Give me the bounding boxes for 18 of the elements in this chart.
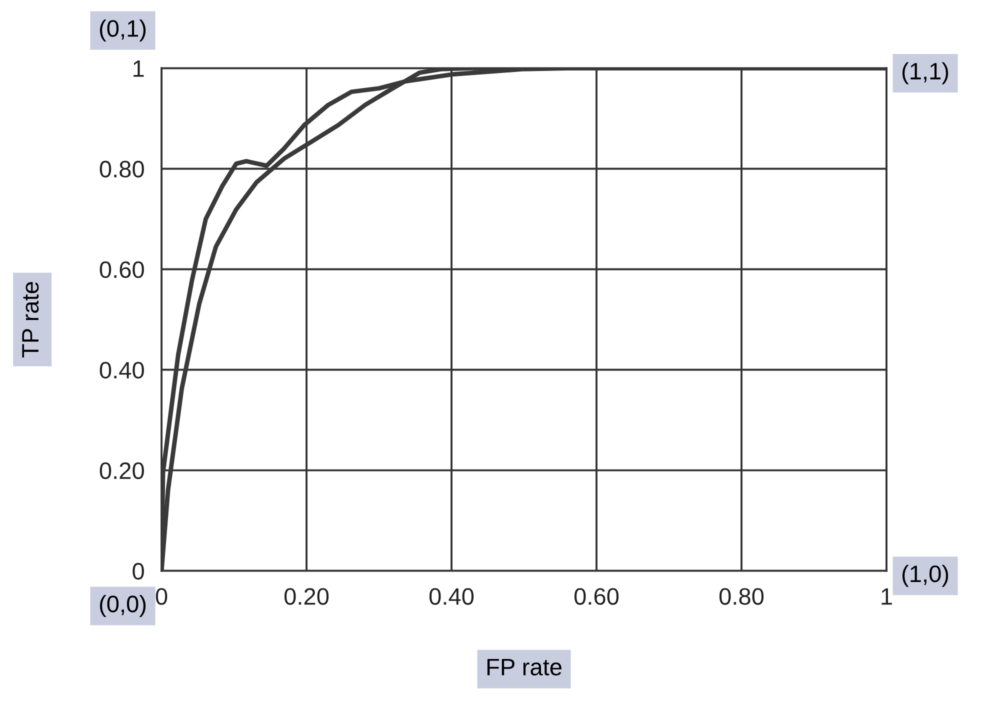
y-tick-label: 0 (132, 562, 144, 580)
x-tick-label: 0.40 (429, 588, 474, 605)
y-tick-label: 1 (134, 60, 144, 77)
x-tick-label: 1 (882, 588, 892, 605)
x-tick-label: 0.60 (574, 588, 619, 605)
y-tick-label: 0.60 (100, 261, 144, 278)
y-tick-label: 0.20 (100, 462, 144, 480)
text: (0,1) (100, 19, 146, 42)
x-tick-label: 0.20 (284, 588, 329, 605)
y-tick-label: 0.80 (100, 160, 144, 178)
text: (1,0) (902, 564, 948, 587)
y-axis-title: TP rate (22, 282, 39, 358)
x-tick-label: 0.80 (719, 588, 764, 605)
x-axis-title: FP rate (487, 658, 562, 676)
text: (0,0) (100, 595, 146, 618)
y-tick-label: 0.40 (100, 362, 144, 379)
text: (1,1) (902, 62, 948, 84)
x-tick-label: 0 (156, 588, 168, 605)
